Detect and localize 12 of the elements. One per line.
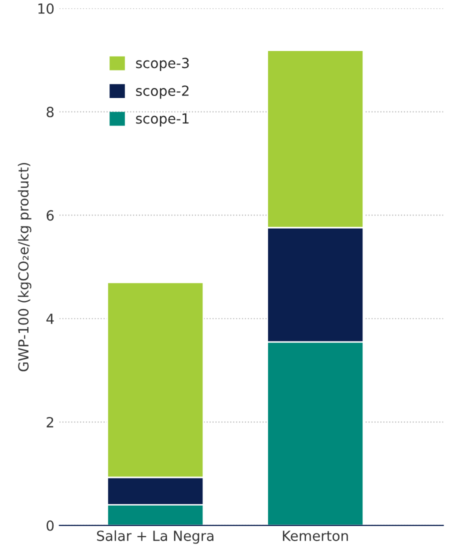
- y-tick-label: 6: [46, 210, 54, 221]
- y-tick-label: 4: [46, 314, 54, 324]
- x-tick-label: Salar + La Negra: [97, 530, 214, 544]
- legend-label: scope-3: [136, 58, 189, 71]
- legend-label: scope-1: [136, 113, 189, 126]
- legend-label: scope-2: [136, 85, 188, 99]
- y-tick-label: 8: [46, 106, 54, 118]
- x-tick-label: Kemerton: [282, 530, 348, 542]
- y-axis-title: GWP-100 (kgCO₂e/kg product): [18, 162, 32, 372]
- y-tick-label: 10: [38, 3, 54, 14]
- y-tick-label: 0: [46, 520, 54, 531]
- y-tick-label: 2: [46, 417, 54, 428]
